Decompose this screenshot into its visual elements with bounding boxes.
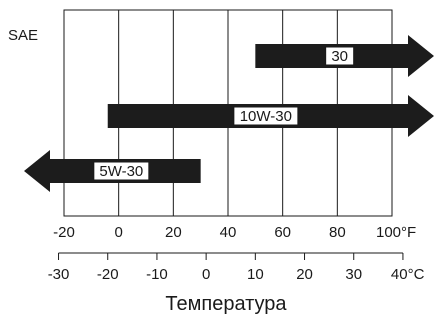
fahrenheit-tick-label: 0 <box>114 224 122 241</box>
celsius-tick-label: 0 <box>202 266 210 283</box>
celsius-tick-label: 40°C <box>391 266 425 283</box>
celsius-tick-label: 30 <box>345 266 362 283</box>
viscosity-bands: 30 10W-30 5W-30 <box>24 35 434 192</box>
band-30: 30 <box>255 35 434 77</box>
celsius-tick-label: -20 <box>97 266 119 283</box>
x-axis-title: Температура <box>165 293 287 315</box>
fahrenheit-tick-label: 100°F <box>376 224 416 241</box>
celsius-tick-label: 20 <box>296 266 313 283</box>
celsius-tick-label: -10 <box>146 266 168 283</box>
celsius-tick-label: -30 <box>48 266 70 283</box>
fahrenheit-tick-label: 40 <box>220 224 237 241</box>
band-label-box <box>233 106 299 126</box>
band-5w-30: 5W-30 <box>24 150 201 192</box>
celsius-ticks: -30 -20 -10 0 10 20 30 40°C <box>48 253 425 283</box>
band-10w-30: 10W-30 <box>107 95 434 137</box>
band-label: 10W-30 <box>240 108 292 125</box>
y-axis-label: SAE <box>8 27 38 44</box>
fahrenheit-tick-label: 80 <box>329 224 346 241</box>
fahrenheit-tick-label: -20 <box>53 224 75 241</box>
band-label-box <box>325 46 355 66</box>
fahrenheit-tick-label: 20 <box>165 224 182 241</box>
band-label-box <box>93 161 150 181</box>
fahrenheit-tick-labels: -20 0 20 40 60 80 100°F <box>53 224 416 241</box>
celsius-tick-label: 10 <box>247 266 264 283</box>
band-label: 30 <box>331 48 348 65</box>
band-label: 5W-30 <box>99 163 143 180</box>
fahrenheit-tick-label: 60 <box>274 224 291 241</box>
